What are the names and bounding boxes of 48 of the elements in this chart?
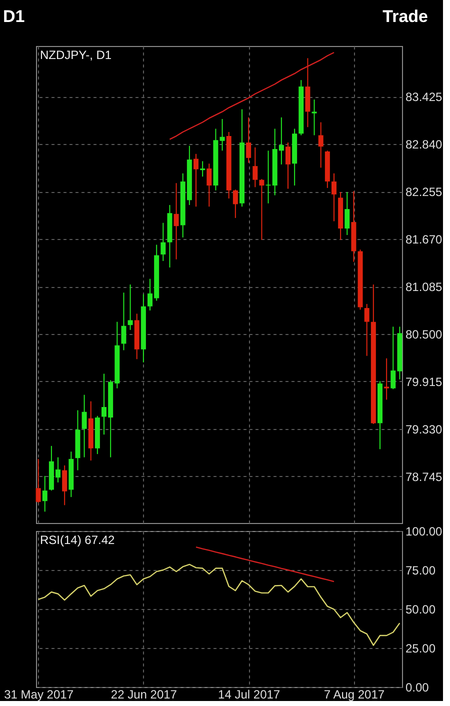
text: Trade [382, 7, 428, 26]
candlestick [174, 182, 179, 260]
candlestick [62, 464, 68, 506]
chart-title: RSI(14) 67.42 [40, 533, 116, 547]
y-tick-label: 81.670 [406, 232, 443, 247]
candlestick [220, 118, 225, 152]
y-tick-label: 82.255 [406, 185, 443, 200]
candlestick [160, 222, 166, 262]
candlestick [128, 284, 133, 330]
x-tick-label: 7 Aug 2017 [324, 688, 385, 702]
candlestick [384, 358, 390, 400]
candlestick [344, 192, 350, 236]
y-tick-label: 25.00 [406, 642, 436, 656]
candlestick [364, 303, 370, 356]
candlestick [206, 163, 212, 208]
candlestick [200, 160, 206, 178]
candlestick [331, 172, 336, 222]
candlestick [36, 458, 41, 504]
candlestick [194, 153, 198, 208]
line-series [38, 564, 400, 646]
candlestick [232, 189, 238, 218]
y-tick-label: 78.745 [406, 470, 443, 484]
y-tick-label: 79.915 [406, 374, 443, 389]
line-series [195, 546, 335, 582]
candlestick [318, 122, 324, 168]
x-tick-label: 14 Jul 2017 [218, 688, 280, 702]
x-tick-label: 31 May 2017 [4, 688, 74, 702]
chart-title: NZDJPY-, D1 [40, 48, 112, 62]
candlestick [312, 99, 317, 136]
y-tick-label: 80.500 [406, 327, 443, 342]
candlestick [121, 292, 126, 351]
y-tick-label: 75.00 [406, 564, 436, 578]
x-tick-label: 22 Jun 2017 [110, 688, 178, 702]
candlestick [252, 146, 258, 188]
y-tick-label: 0.00 [406, 680, 430, 694]
candlestick [42, 475, 48, 512]
candlestick [285, 142, 290, 190]
candlestick [246, 116, 252, 164]
text: D1 [3, 7, 25, 26]
y-tick-label: 50.00 [406, 602, 436, 616]
y-tick-label: 81.085 [406, 280, 443, 294]
y-tick-label: 82.840 [406, 138, 443, 152]
y-tick-label: 83.425 [406, 90, 443, 104]
line-series [169, 52, 335, 140]
candlestick [259, 178, 264, 240]
y-tick-label: 100.00 [406, 524, 443, 538]
candlestick [82, 394, 87, 458]
y-tick-label: 79.330 [406, 422, 443, 436]
